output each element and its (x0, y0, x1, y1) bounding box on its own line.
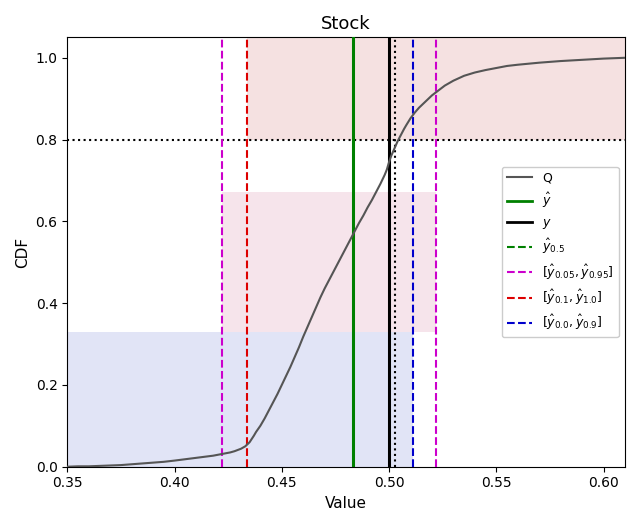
Bar (248, 37, 640, 139)
Bar (67, 332, 413, 467)
Y-axis label: CDF: CDF (15, 237, 30, 268)
X-axis label: Value: Value (325, 496, 367, 511)
Title: Stock: Stock (321, 15, 371, 33)
Bar (221, 192, 436, 332)
Legend: Q, $\hat{y}$, $y$, $\hat{y}_{0.5}$, $[\hat{y}_{0.05}, \hat{y}_{0.95}]$, $[\hat{y: Q, $\hat{y}$, $y$, $\hat{y}_{0.5}$, $[\h… (502, 167, 619, 338)
